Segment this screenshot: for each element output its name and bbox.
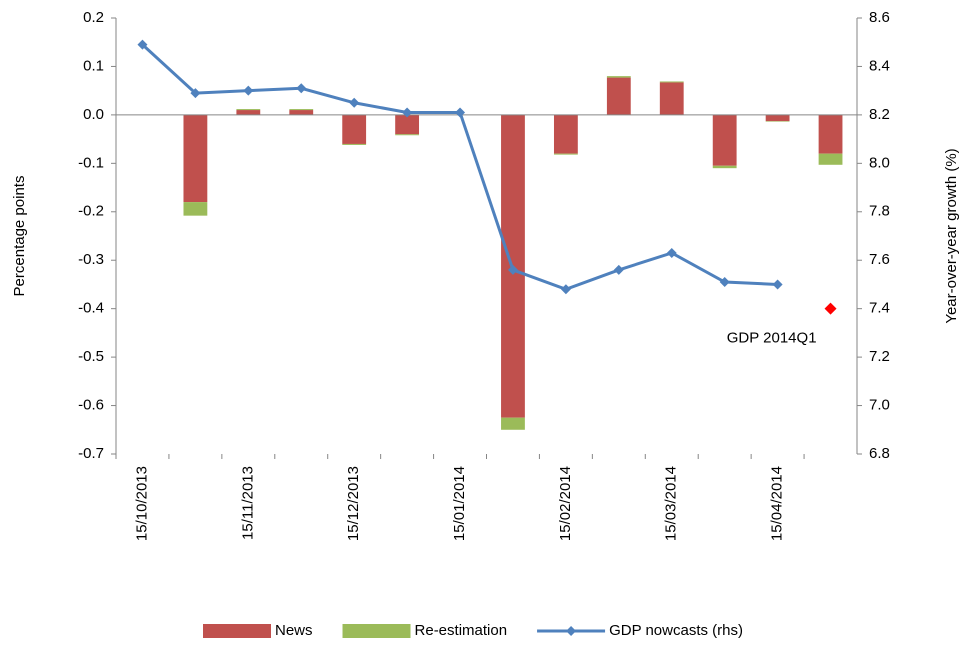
line-marker xyxy=(349,98,359,108)
y2-tick-label: 8.6 xyxy=(869,9,890,26)
y-tick-label: 0.0 xyxy=(83,106,104,123)
y2-tick-label: 8.2 xyxy=(869,106,890,123)
y-tick-label: -0.2 xyxy=(78,203,104,220)
bar xyxy=(236,109,260,110)
x-tick-label: 15/03/2014 xyxy=(663,466,680,541)
y2-tick-label: 8.4 xyxy=(869,57,890,74)
bar xyxy=(819,115,843,154)
bar xyxy=(607,76,631,77)
y-tick-label: -0.1 xyxy=(78,154,104,171)
bar xyxy=(660,81,684,82)
y2-axis-label: Year-over-year growth (%) xyxy=(943,148,960,323)
bar xyxy=(342,144,366,145)
legend-swatch xyxy=(343,624,411,638)
legend-swatch xyxy=(203,624,271,638)
line-marker xyxy=(296,83,306,93)
line-marker xyxy=(561,284,571,294)
bar xyxy=(607,78,631,115)
legend-label: News xyxy=(275,622,313,639)
y2-tick-label: 7.4 xyxy=(869,300,890,317)
bar xyxy=(713,166,737,168)
line-marker xyxy=(773,279,783,289)
y-tick-label: -0.4 xyxy=(78,300,104,317)
bar xyxy=(183,202,207,216)
legend-label: GDP nowcasts (rhs) xyxy=(609,622,743,639)
x-tick-label: 15/10/2013 xyxy=(133,466,150,541)
line-marker xyxy=(455,107,465,117)
bar xyxy=(819,154,843,165)
bar xyxy=(713,115,737,166)
legend-label: Re-estimation xyxy=(415,622,508,639)
line-marker xyxy=(614,265,624,275)
x-tick-label: 15/04/2014 xyxy=(769,466,786,541)
y-tick-label: -0.3 xyxy=(78,251,104,268)
y-tick-label: -0.7 xyxy=(78,445,104,462)
y-tick-label: -0.5 xyxy=(78,348,104,365)
bar xyxy=(395,134,419,135)
bar xyxy=(766,115,790,121)
y2-tick-label: 7.6 xyxy=(869,251,890,268)
point-marker xyxy=(825,303,837,315)
y-tick-label: 0.1 xyxy=(83,57,104,74)
y2-tick-label: 6.8 xyxy=(869,445,890,462)
legend-marker xyxy=(566,626,576,636)
x-tick-label: 15/02/2014 xyxy=(557,466,574,541)
y2-tick-label: 8.0 xyxy=(869,154,890,171)
y2-tick-label: 7.2 xyxy=(869,348,890,365)
y-tick-label: -0.6 xyxy=(78,397,104,414)
bar xyxy=(660,82,684,114)
bar xyxy=(236,110,260,115)
bar xyxy=(554,115,578,154)
y2-tick-label: 7.0 xyxy=(869,397,890,414)
bar xyxy=(395,115,419,134)
line-marker xyxy=(243,86,253,96)
bar xyxy=(289,110,313,115)
point-label: GDP 2014Q1 xyxy=(727,330,817,347)
bar xyxy=(289,109,313,110)
bar xyxy=(342,115,366,144)
x-tick-label: 15/11/2013 xyxy=(239,466,256,540)
x-tick-label: 15/01/2014 xyxy=(451,466,468,541)
y-tick-label: 0.2 xyxy=(83,9,104,26)
bar xyxy=(501,418,525,430)
y2-tick-label: 7.8 xyxy=(869,203,890,220)
bar xyxy=(183,115,207,202)
x-tick-label: 15/12/2013 xyxy=(345,466,362,541)
bar xyxy=(554,154,578,155)
line xyxy=(142,45,777,290)
y-axis-label: Percentage points xyxy=(11,176,28,297)
